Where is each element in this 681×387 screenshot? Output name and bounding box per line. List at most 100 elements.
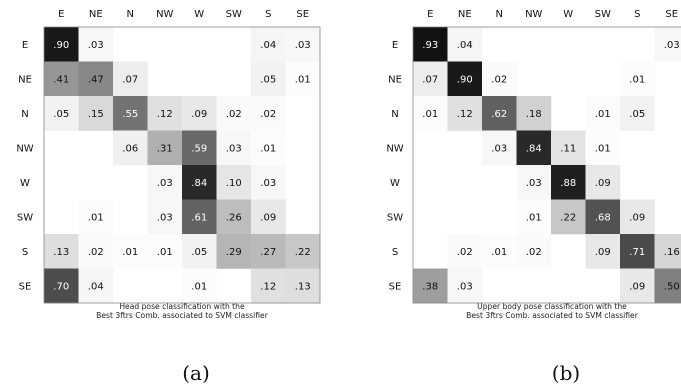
heatmap-cell [147,165,183,200]
heatmap-cell [147,96,183,131]
cell-value-label: .09 [191,109,207,120]
cell-value-label: .90 [457,74,473,85]
heatmap-cell [413,27,448,62]
y-tick-label: NE [18,74,32,85]
heatmap-cell [44,268,79,304]
y-tick-label: SW [17,212,33,223]
heatmap-cell [482,61,517,97]
heatmap-cell [516,234,552,269]
heatmap-cell [216,234,252,269]
cell-value-label: .01 [422,109,438,120]
cell-value-label: .02 [88,247,104,258]
cell-value-label: .01 [629,74,645,85]
confusion-matrix-a: .90 .03 .04 .03 .41 .47 .07 .05 .01 .05 .15 .55 .12.… [16,9,321,385]
cell-value-label: .03 [457,281,473,292]
heatmap-cell [182,130,217,166]
heatmap-cell [78,199,114,235]
heatmap-cell [182,234,217,269]
heatmap-cell [251,268,286,304]
cell-value-label: .16 [664,247,680,258]
cell-value-label: .01 [122,247,138,258]
x-tick-label: W [194,9,204,20]
heatmap-cell [585,165,621,200]
cell-value-label: .02 [457,247,473,258]
heatmap-cell [482,130,517,166]
cell-value-label: .03 [157,212,173,223]
panel-caption: Best 3ftrs Comb. associated to SVM class… [96,311,269,320]
heatmap-cell [78,61,114,97]
heatmap-cell [551,165,586,200]
cell-value-label: .01 [595,109,611,120]
heatmap-cell [413,96,448,131]
cell-value-label: .03 [295,40,311,51]
y-tick-label: E [392,40,398,51]
cell-value-label: .09 [260,212,276,223]
heatmap-cell [78,96,114,131]
heatmap-cell [620,96,655,131]
cell-value-label: .07 [122,74,138,85]
heatmap-cell [182,268,217,304]
heatmap-cell [516,199,552,235]
cell-value-label: .02 [526,247,542,258]
heatmap-cell [44,96,79,131]
heatmap-cell [447,61,483,97]
heatmap-cell [78,27,114,62]
heatmap-cell [78,234,114,269]
cell-value-label: .84 [191,178,207,189]
heatmap-cell [285,27,321,62]
heatmap-cell [620,199,655,235]
cell-value-label: .01 [260,143,276,154]
heatmap-cell [585,234,621,269]
heatmap-cell [147,199,183,235]
cell-value-label: .29 [226,247,242,258]
cell-value-label: .13 [53,247,69,258]
y-tick-label: W [390,178,400,189]
heatmap-cell [182,199,217,235]
x-tick-label: S [265,9,271,20]
heatmap-cell [620,234,655,269]
cell-value-label: .13 [295,281,311,292]
x-tick-label: SW [226,9,242,20]
panel-caption: Head pose classification with the [119,302,245,311]
matrix-frame [412,26,681,304]
cell-value-label: .03 [260,178,276,189]
heatmap-cell [113,61,148,97]
heatmap-cell [482,96,517,131]
cell-value-label: .47 [88,74,104,85]
x-tick-label: NE [89,9,103,20]
cell-value-label: .05 [629,109,645,120]
heatmap-cell [620,268,655,304]
cell-value-label: .01 [595,143,611,154]
y-tick-label: N [21,109,28,120]
heatmap-cell [654,27,681,62]
cell-value-label: .55 [122,109,138,120]
heatmap-cell [251,96,286,131]
cell-value-label: .02 [260,109,276,120]
heatmap-cell [516,96,552,131]
cell-value-label: .06 [122,143,138,154]
y-tick-label: SE [389,281,402,292]
heatmap-cell [285,61,321,97]
cell-value-label: .68 [595,212,611,223]
heatmap-cell [654,234,681,269]
cell-value-label: .12 [457,109,473,120]
heatmap-cell [78,268,114,304]
x-tick-label: SE [665,9,678,20]
y-tick-label: W [20,178,30,189]
y-tick-label: NW [16,143,33,154]
cell-value-label: .05 [260,74,276,85]
heatmap-cell [551,130,586,166]
x-tick-label: W [563,9,573,20]
y-tick-label: SW [387,212,403,223]
heatmap-cell [251,165,286,200]
cell-value-label: .01 [526,212,542,223]
cell-value-label: .61 [191,212,207,223]
cell-value-label: .38 [422,281,438,292]
cell-value-label: .01 [491,247,507,258]
cell-value-label: .01 [88,212,104,223]
heatmap-cell [251,199,286,235]
heatmap-cell [516,130,552,166]
heatmap-cell [44,234,79,269]
panel-caption: Upper body pose classification with the [477,302,627,311]
